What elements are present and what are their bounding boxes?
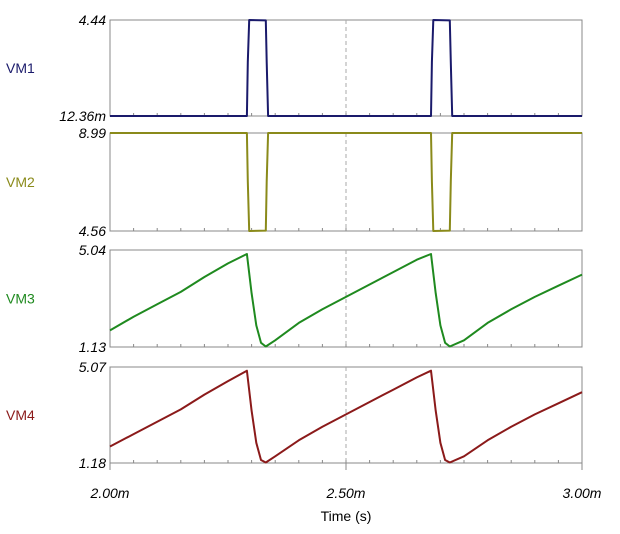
y-tick-label-bottom: 4.56 bbox=[79, 223, 106, 239]
series-line-vm1 bbox=[110, 19, 582, 117]
y-tick-label-top: 5.07 bbox=[79, 359, 107, 375]
x-tick-label: 2.00m bbox=[90, 485, 130, 501]
series-line-vm3 bbox=[109, 253, 583, 348]
y-tick-label-bottom: 1.13 bbox=[79, 339, 106, 355]
x-tick-label: 3.00m bbox=[563, 485, 602, 501]
panel-vm1: 4.44 12.36m VM1 bbox=[6, 12, 583, 124]
chart-panels: 4.44 12.36m VM1 8.99 4.56 VM2 5.04 1.13 VM3 5.07 1… bbox=[6, 12, 583, 471]
series-line-vm4 bbox=[109, 369, 583, 464]
trace-name: VM2 bbox=[6, 174, 35, 190]
trace-name: VM3 bbox=[6, 291, 35, 307]
panel-vm2: 8.99 4.56 VM2 bbox=[6, 125, 583, 239]
trace-name: VM1 bbox=[6, 60, 35, 76]
x-axis-label: Time (s) bbox=[321, 508, 372, 524]
y-tick-label-bottom: 12.36m bbox=[59, 108, 106, 124]
x-tick-label: 2.50m bbox=[326, 485, 366, 501]
y-tick-label-top: 4.44 bbox=[79, 12, 106, 28]
x-axis: 2.00m 2.50m 3.00m Time (s) bbox=[90, 463, 602, 524]
series-line-vm2 bbox=[110, 132, 582, 232]
panel-vm3: 5.04 1.13 VM3 bbox=[6, 242, 583, 355]
y-tick-label-bottom: 1.18 bbox=[79, 455, 106, 471]
panel-vm4: 5.07 1.18 VM4 bbox=[6, 359, 583, 471]
y-tick-label-top: 8.99 bbox=[79, 125, 106, 141]
trace-name: VM4 bbox=[6, 407, 35, 423]
y-tick-label-top: 5.04 bbox=[79, 242, 106, 258]
